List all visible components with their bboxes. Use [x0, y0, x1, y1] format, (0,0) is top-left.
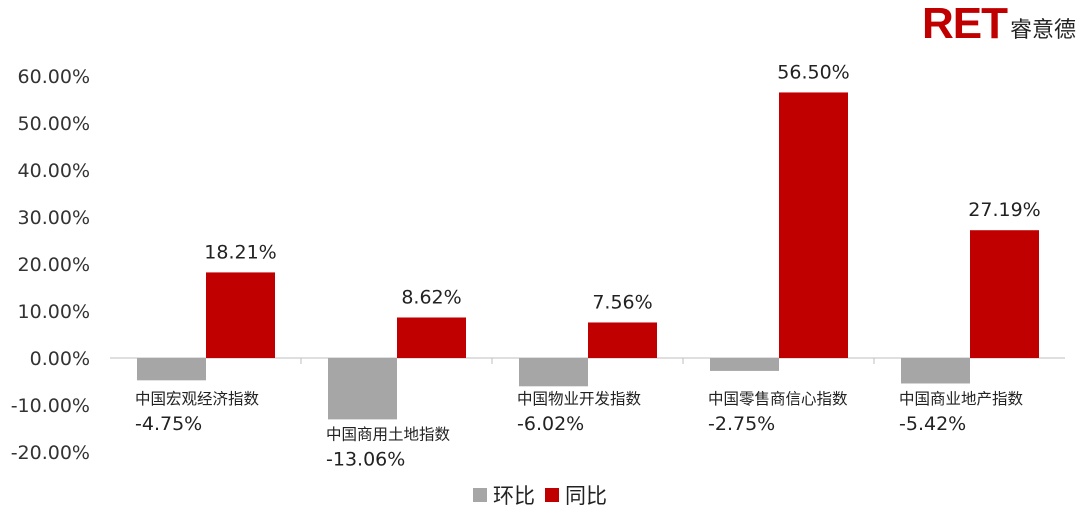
- y-tick-label: 60.00%: [18, 66, 90, 88]
- y-tick-label: 10.00%: [18, 301, 90, 323]
- bar-chart: -20.00% -10.00% 0.00% 10.00% 20.00% 30.00% 40.…: [11, 61, 1065, 470]
- bar-yoy: [970, 230, 1039, 358]
- data-label-mom: -13.06%: [326, 448, 405, 470]
- bar-mom: [328, 358, 397, 420]
- category-label: 中国物业开发指数: [517, 390, 642, 408]
- category-label: 中国零售商信心指数: [708, 390, 848, 408]
- brand-logo: RET 睿意德: [922, 2, 1076, 46]
- bar-yoy: [779, 92, 848, 358]
- y-tick-label: 20.00%: [18, 254, 90, 276]
- category-label: 中国商业地产指数: [899, 390, 1024, 408]
- bar-yoy: [397, 317, 466, 358]
- y-tick-label: 40.00%: [18, 160, 90, 182]
- data-label-mom: -5.42%: [899, 413, 966, 435]
- legend-label-mom: 环比: [493, 484, 535, 508]
- bar-mom: [519, 358, 588, 387]
- y-tick-label: 30.00%: [18, 207, 90, 229]
- y-tick-label: 0.00%: [30, 348, 90, 370]
- legend-label-yoy: 同比: [565, 484, 607, 508]
- data-label-mom: -4.75%: [135, 413, 202, 435]
- data-label-yoy: 8.62%: [401, 286, 461, 308]
- data-label-mom: -6.02%: [517, 413, 584, 435]
- bar-mom: [901, 358, 970, 384]
- y-tick-label: -20.00%: [11, 442, 90, 464]
- legend-item-mom: 环比: [473, 480, 535, 510]
- legend-swatch-mom: [473, 488, 487, 502]
- category-label: 中国宏观经济指数: [135, 390, 260, 408]
- bar-yoy: [206, 272, 275, 358]
- y-tick-label: 50.00%: [18, 113, 90, 135]
- bar-mom: [137, 358, 206, 381]
- chart-legend: 环比 同比: [0, 480, 1080, 510]
- logo-mark: RET: [921, 0, 1008, 48]
- data-label-yoy: 27.19%: [968, 199, 1040, 221]
- data-label-yoy: 18.21%: [204, 241, 276, 263]
- data-label-yoy: 56.50%: [777, 61, 849, 83]
- bar-mom: [710, 358, 779, 371]
- legend-item-yoy: 同比: [545, 480, 607, 510]
- logo-text: 睿意德: [1009, 18, 1076, 43]
- category-label: 中国商用土地指数: [326, 425, 451, 443]
- bar-yoy: [588, 322, 657, 358]
- data-label-mom: -2.75%: [708, 413, 775, 435]
- data-label-yoy: 7.56%: [592, 291, 652, 313]
- legend-swatch-yoy: [545, 488, 559, 502]
- y-tick-label: -10.00%: [11, 395, 90, 417]
